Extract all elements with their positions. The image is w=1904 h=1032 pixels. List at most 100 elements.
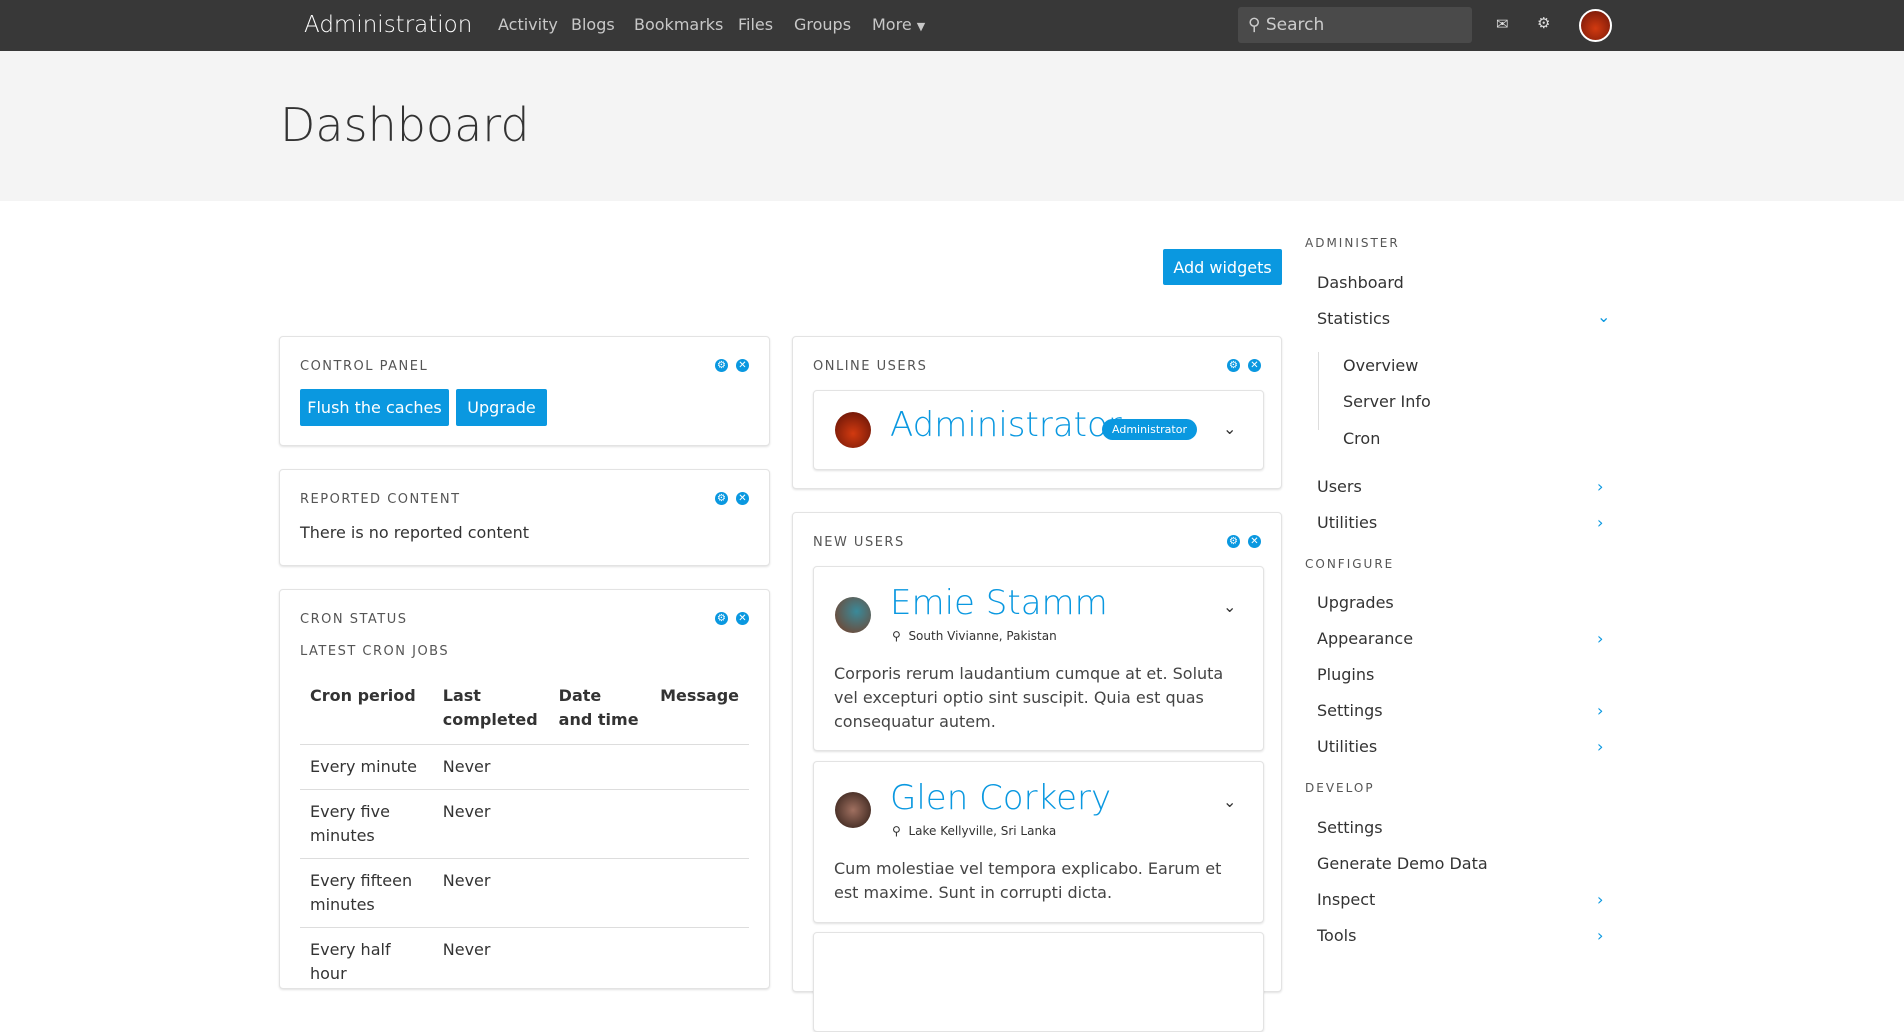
chevron-right-icon[interactable]: › — [1597, 477, 1604, 496]
widget-title: CRON STATUS — [300, 612, 408, 627]
close-icon[interactable]: ✕ — [1248, 535, 1261, 548]
top-navbar — [0, 0, 1904, 51]
nav-more-label: More — [872, 15, 912, 34]
nav-more[interactable]: More ▼ — [872, 15, 925, 34]
cron-table: Cron period Last completed Date and time… — [300, 672, 749, 996]
location-text: South Vivianne, Pakistan — [908, 629, 1057, 643]
widget-title: REPORTED CONTENT — [300, 492, 461, 507]
sidebar-item-users[interactable]: Users — [1317, 477, 1362, 496]
search-input[interactable]: ⚲ Search — [1238, 7, 1472, 43]
chevron-right-icon[interactable]: › — [1597, 701, 1604, 720]
user-avatar[interactable] — [835, 792, 871, 828]
chevron-down-icon[interactable]: ⌄ — [1597, 307, 1611, 326]
submenu-divider — [1318, 352, 1319, 430]
gear-icon[interactable]: ⚙ — [715, 612, 728, 625]
gear-icon[interactable]: ⚙ — [1227, 535, 1240, 548]
last-completed: Never — [432, 858, 549, 928]
sidebar-item-inspect[interactable]: Inspect — [1317, 890, 1376, 909]
nav-activity[interactable]: Activity — [498, 15, 558, 34]
sidebar-item-cron[interactable]: Cron — [1343, 429, 1381, 448]
sidebar-item-dev-settings[interactable]: Settings — [1317, 818, 1383, 837]
user-name[interactable]: Administrator — [890, 405, 1122, 445]
mail-icon[interactable]: ✉ — [1496, 15, 1509, 33]
last-completed: Never — [432, 789, 549, 859]
sidebar-item-overview[interactable]: Overview — [1343, 356, 1419, 375]
upgrade-button[interactable]: Upgrade — [456, 389, 547, 426]
close-icon[interactable]: ✕ — [736, 492, 749, 505]
sidebar-item-config-utilities[interactable]: Utilities — [1317, 737, 1378, 756]
sidebar-item-server-info[interactable]: Server Info — [1343, 392, 1431, 411]
gear-icon[interactable]: ⚙ — [1227, 359, 1240, 372]
chevron-down-icon[interactable]: ⌄ — [1223, 792, 1237, 811]
user-card: Administrator Administrator ⌄ — [813, 390, 1264, 470]
gear-icon[interactable]: ⚙ — [1537, 14, 1551, 32]
add-widgets-button[interactable]: Add widgets — [1163, 249, 1282, 285]
user-bio: Cum molestiae vel tempora explicabo. Ear… — [834, 859, 1222, 902]
close-icon[interactable]: ✕ — [736, 359, 749, 372]
user-card: Glen Corkery ⚲ Lake Kellyville, Sri Lank… — [813, 761, 1264, 923]
reported-content-widget: REPORTED CONTENT ⚙ ✕ There is no reported… — [279, 469, 770, 566]
col-message: Message — [660, 686, 739, 705]
user-location: ⚲ South Vivianne, Pakistan — [892, 629, 1057, 643]
table-row: Every half hour Never — [300, 927, 749, 996]
chevron-right-icon[interactable]: › — [1597, 926, 1604, 945]
sidebar-item-appearance[interactable]: Appearance — [1317, 629, 1414, 648]
widget-title: NEW USERS — [813, 535, 905, 550]
sidebar-item-tools[interactable]: Tools — [1317, 926, 1357, 945]
nav-files[interactable]: Files — [738, 15, 774, 34]
col-last-completed: Last completed — [442, 686, 538, 729]
sidebar-item-generate-demo-data[interactable]: Generate Demo Data — [1317, 854, 1488, 873]
flush-caches-button[interactable]: Flush the caches — [300, 389, 449, 426]
cron-period: Every fifteen minutes — [300, 858, 433, 928]
close-icon[interactable]: ✕ — [1248, 359, 1261, 372]
widget-title: CONTROL PANEL — [300, 359, 429, 374]
online-users-widget: ONLINE USERS ⚙ ✕ Administrator Administra… — [792, 336, 1282, 489]
sidebar-item-plugins[interactable]: Plugins — [1317, 665, 1375, 684]
sidebar-item-utilities[interactable]: Utilities — [1317, 513, 1378, 532]
col-date-time: Date and time — [558, 686, 639, 729]
cron-period: Every half hour — [300, 927, 433, 996]
search-placeholder: Search — [1265, 15, 1325, 35]
nav-groups[interactable]: Groups — [794, 15, 852, 34]
chevron-down-icon[interactable]: ⌄ — [1223, 597, 1237, 616]
sidebar-heading-develop: DEVELOP — [1305, 781, 1375, 795]
chevron-right-icon[interactable]: › — [1597, 513, 1604, 532]
user-card — [813, 932, 1264, 1032]
page-title: Dashboard — [280, 98, 530, 152]
map-marker-icon: ⚲ — [892, 824, 901, 838]
table-row: Every minute Never — [300, 744, 749, 790]
user-name[interactable]: Emie Stamm — [890, 583, 1108, 623]
sidebar-item-statistics[interactable]: Statistics — [1317, 309, 1391, 328]
user-avatar[interactable] — [835, 597, 871, 633]
page-header — [0, 51, 1904, 201]
site-brand[interactable]: Administration — [304, 12, 473, 38]
user-avatar[interactable] — [1579, 9, 1612, 42]
chevron-right-icon[interactable]: › — [1597, 629, 1604, 648]
location-text: Lake Kellyville, Sri Lanka — [908, 824, 1057, 838]
user-avatar[interactable] — [835, 412, 871, 448]
sidebar-item-dashboard[interactable]: Dashboard — [1317, 273, 1404, 292]
cron-period: Every minute — [300, 744, 433, 790]
gear-icon[interactable]: ⚙ — [715, 492, 728, 505]
gear-icon[interactable]: ⚙ — [715, 359, 728, 372]
nav-bookmarks[interactable]: Bookmarks — [634, 15, 724, 34]
role-badge: Administrator — [1102, 419, 1197, 440]
user-bio: Corporis rerum laudantium cumque at et. … — [834, 664, 1224, 731]
control-panel-widget: CONTROL PANEL ⚙ ✕ Flush the caches Upgrad… — [279, 336, 770, 446]
user-card: Emie Stamm ⚲ South Vivianne, Pakistan ⌄ … — [813, 566, 1264, 751]
sidebar-heading-configure: CONFIGURE — [1305, 557, 1395, 571]
close-icon[interactable]: ✕ — [736, 612, 749, 625]
last-completed: Never — [432, 927, 549, 996]
chevron-down-icon[interactable]: ⌄ — [1223, 419, 1237, 438]
chevron-right-icon[interactable]: › — [1597, 890, 1604, 909]
user-name[interactable]: Glen Corkery — [890, 778, 1112, 818]
table-row: Every fifteen minutes Never — [300, 858, 749, 928]
chevron-right-icon[interactable]: › — [1597, 737, 1604, 756]
new-users-widget: NEW USERS ⚙ ✕ Emie Stamm ⚲ South Vivianne… — [792, 512, 1282, 1032]
sidebar-item-settings[interactable]: Settings — [1317, 701, 1383, 720]
sidebar-item-upgrades[interactable]: Upgrades — [1317, 593, 1394, 612]
cron-period: Every five minutes — [300, 789, 433, 859]
nav-blogs[interactable]: Blogs — [571, 15, 615, 34]
col-cron-period: Cron period — [310, 686, 416, 705]
user-location: ⚲ Lake Kellyville, Sri Lanka — [892, 824, 1056, 838]
